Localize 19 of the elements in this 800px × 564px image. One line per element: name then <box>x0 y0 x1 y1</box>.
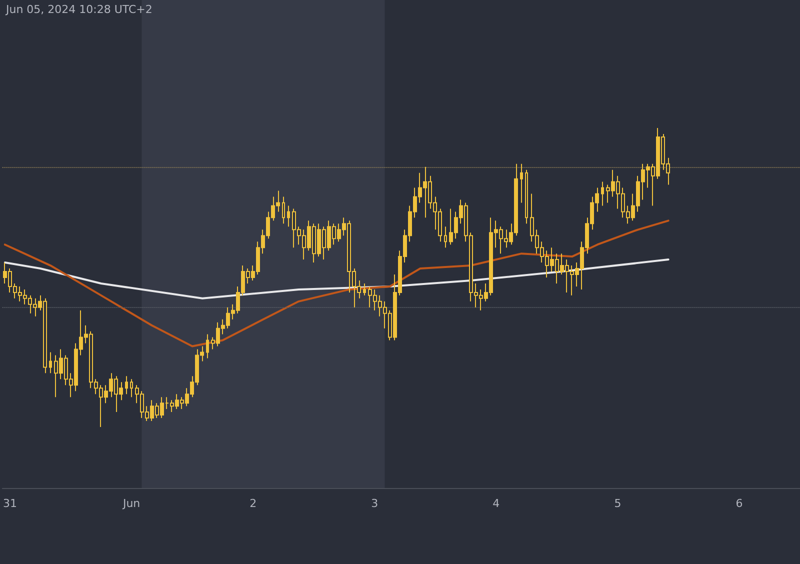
x-tick-label: Jun <box>122 497 140 510</box>
candlestick <box>525 169 528 224</box>
candlestick <box>287 205 290 228</box>
candlestick <box>363 282 366 296</box>
candlestick <box>444 226 447 248</box>
candlestick <box>520 163 523 204</box>
x-tick-label: 31 <box>3 497 17 510</box>
candlestick <box>125 376 128 395</box>
candlestick <box>206 334 209 359</box>
candlestick <box>601 181 604 206</box>
x-tick-label: 3 <box>371 497 378 510</box>
x-tick-label: 5 <box>614 497 622 510</box>
x-tick-label: 6 <box>736 497 743 510</box>
candlestick <box>282 196 285 224</box>
text: Jun 05, 2024 10:28 UTC+2 <box>5 3 152 16</box>
x-tick-label: 2 <box>250 497 257 510</box>
x-tick-label: 4 <box>492 497 500 510</box>
candlestick <box>130 378 133 398</box>
candlestick <box>49 352 52 374</box>
